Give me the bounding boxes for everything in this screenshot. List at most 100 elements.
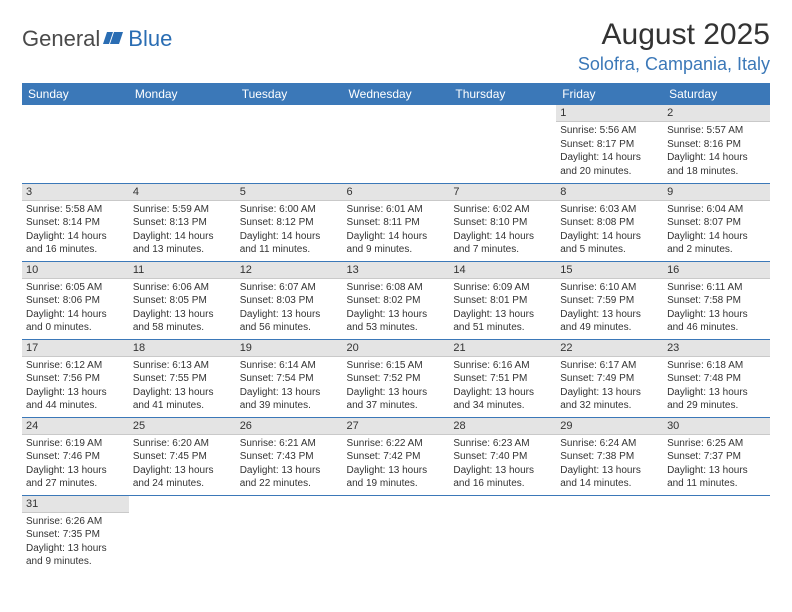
calendar-day-cell: 21Sunrise: 6:16 AMSunset: 7:51 PMDayligh…	[449, 339, 556, 417]
calendar-week-row: 17Sunrise: 6:12 AMSunset: 7:56 PMDayligh…	[22, 339, 770, 417]
location: Solofra, Campania, Italy	[578, 54, 770, 75]
title-block: August 2025 Solofra, Campania, Italy	[578, 18, 770, 75]
sunrise-text: Sunrise: 5:58 AM	[26, 203, 125, 217]
day-content: Sunrise: 6:16 AMSunset: 7:51 PMDaylight:…	[449, 357, 556, 415]
calendar-day-cell: 12Sunrise: 6:07 AMSunset: 8:03 PMDayligh…	[236, 261, 343, 339]
daylight-text: Daylight: 13 hours and 22 minutes.	[240, 464, 339, 491]
logo: General Blue	[22, 18, 172, 52]
calendar-day-cell: 28Sunrise: 6:23 AMSunset: 7:40 PMDayligh…	[449, 417, 556, 495]
sunset-text: Sunset: 8:06 PM	[26, 294, 125, 308]
sunrise-text: Sunrise: 6:08 AM	[347, 281, 446, 295]
daylight-text: Daylight: 13 hours and 37 minutes.	[347, 386, 446, 413]
sunrise-text: Sunrise: 6:13 AM	[133, 359, 232, 373]
sunrise-text: Sunrise: 5:56 AM	[560, 124, 659, 138]
calendar-day-cell	[663, 495, 770, 573]
calendar-day-cell: 31Sunrise: 6:26 AMSunset: 7:35 PMDayligh…	[22, 495, 129, 573]
daylight-text: Daylight: 13 hours and 19 minutes.	[347, 464, 446, 491]
day-number: 15	[556, 262, 663, 279]
sunrise-text: Sunrise: 6:14 AM	[240, 359, 339, 373]
calendar-day-cell: 9Sunrise: 6:04 AMSunset: 8:07 PMDaylight…	[663, 183, 770, 261]
calendar-day-cell: 15Sunrise: 6:10 AMSunset: 7:59 PMDayligh…	[556, 261, 663, 339]
calendar-day-cell: 29Sunrise: 6:24 AMSunset: 7:38 PMDayligh…	[556, 417, 663, 495]
day-number: 14	[449, 262, 556, 279]
calendar-day-cell	[343, 495, 450, 573]
day-number: 24	[22, 418, 129, 435]
calendar-day-cell	[236, 495, 343, 573]
calendar-day-cell: 18Sunrise: 6:13 AMSunset: 7:55 PMDayligh…	[129, 339, 236, 417]
sunset-text: Sunset: 7:58 PM	[667, 294, 766, 308]
daylight-text: Daylight: 14 hours and 9 minutes.	[347, 230, 446, 257]
calendar-day-cell: 17Sunrise: 6:12 AMSunset: 7:56 PMDayligh…	[22, 339, 129, 417]
sunset-text: Sunset: 7:40 PM	[453, 450, 552, 464]
sunrise-text: Sunrise: 6:04 AM	[667, 203, 766, 217]
calendar-day-cell: 4Sunrise: 5:59 AMSunset: 8:13 PMDaylight…	[129, 183, 236, 261]
day-content: Sunrise: 6:25 AMSunset: 7:37 PMDaylight:…	[663, 435, 770, 493]
sunset-text: Sunset: 7:48 PM	[667, 372, 766, 386]
day-number: 3	[22, 184, 129, 201]
daylight-text: Daylight: 13 hours and 41 minutes.	[133, 386, 232, 413]
calendar-day-cell: 7Sunrise: 6:02 AMSunset: 8:10 PMDaylight…	[449, 183, 556, 261]
weekday-header: Monday	[129, 83, 236, 105]
sunset-text: Sunset: 7:42 PM	[347, 450, 446, 464]
day-content: Sunrise: 6:01 AMSunset: 8:11 PMDaylight:…	[343, 201, 450, 259]
sunset-text: Sunset: 8:05 PM	[133, 294, 232, 308]
calendar-day-cell	[343, 105, 450, 183]
calendar-day-cell: 16Sunrise: 6:11 AMSunset: 7:58 PMDayligh…	[663, 261, 770, 339]
flag-icon	[103, 26, 125, 52]
day-number: 17	[22, 340, 129, 357]
daylight-text: Daylight: 14 hours and 11 minutes.	[240, 230, 339, 257]
daylight-text: Daylight: 13 hours and 53 minutes.	[347, 308, 446, 335]
day-number: 16	[663, 262, 770, 279]
sunset-text: Sunset: 7:46 PM	[26, 450, 125, 464]
daylight-text: Daylight: 13 hours and 56 minutes.	[240, 308, 339, 335]
sunrise-text: Sunrise: 6:23 AM	[453, 437, 552, 451]
day-content: Sunrise: 6:15 AMSunset: 7:52 PMDaylight:…	[343, 357, 450, 415]
day-content: Sunrise: 5:59 AMSunset: 8:13 PMDaylight:…	[129, 201, 236, 259]
calendar-day-cell: 6Sunrise: 6:01 AMSunset: 8:11 PMDaylight…	[343, 183, 450, 261]
day-content: Sunrise: 6:18 AMSunset: 7:48 PMDaylight:…	[663, 357, 770, 415]
day-number: 30	[663, 418, 770, 435]
calendar-week-row: 3Sunrise: 5:58 AMSunset: 8:14 PMDaylight…	[22, 183, 770, 261]
day-number: 13	[343, 262, 450, 279]
weekday-header: Tuesday	[236, 83, 343, 105]
sunset-text: Sunset: 8:02 PM	[347, 294, 446, 308]
calendar-day-cell	[449, 495, 556, 573]
day-number: 10	[22, 262, 129, 279]
day-number: 25	[129, 418, 236, 435]
calendar-day-cell: 2Sunrise: 5:57 AMSunset: 8:16 PMDaylight…	[663, 105, 770, 183]
day-content: Sunrise: 5:56 AMSunset: 8:17 PMDaylight:…	[556, 122, 663, 180]
daylight-text: Daylight: 13 hours and 32 minutes.	[560, 386, 659, 413]
day-content: Sunrise: 6:17 AMSunset: 7:49 PMDaylight:…	[556, 357, 663, 415]
daylight-text: Daylight: 13 hours and 9 minutes.	[26, 542, 125, 569]
daylight-text: Daylight: 13 hours and 58 minutes.	[133, 308, 232, 335]
day-content: Sunrise: 6:02 AMSunset: 8:10 PMDaylight:…	[449, 201, 556, 259]
day-content: Sunrise: 6:24 AMSunset: 7:38 PMDaylight:…	[556, 435, 663, 493]
calendar-week-row: 24Sunrise: 6:19 AMSunset: 7:46 PMDayligh…	[22, 417, 770, 495]
sunset-text: Sunset: 8:08 PM	[560, 216, 659, 230]
calendar-day-cell	[22, 105, 129, 183]
sunrise-text: Sunrise: 6:07 AM	[240, 281, 339, 295]
calendar-day-cell: 10Sunrise: 6:05 AMSunset: 8:06 PMDayligh…	[22, 261, 129, 339]
sunset-text: Sunset: 7:37 PM	[667, 450, 766, 464]
sunrise-text: Sunrise: 6:02 AM	[453, 203, 552, 217]
sunrise-text: Sunrise: 5:57 AM	[667, 124, 766, 138]
sunrise-text: Sunrise: 6:15 AM	[347, 359, 446, 373]
day-number: 5	[236, 184, 343, 201]
sunrise-text: Sunrise: 6:10 AM	[560, 281, 659, 295]
calendar-day-cell: 20Sunrise: 6:15 AMSunset: 7:52 PMDayligh…	[343, 339, 450, 417]
daylight-text: Daylight: 13 hours and 24 minutes.	[133, 464, 232, 491]
day-content: Sunrise: 6:09 AMSunset: 8:01 PMDaylight:…	[449, 279, 556, 337]
day-content: Sunrise: 6:00 AMSunset: 8:12 PMDaylight:…	[236, 201, 343, 259]
calendar-day-cell: 13 Sunrise: 6:08 AMSunset: 8:02 PMDayligh…	[343, 261, 450, 339]
daylight-text: Daylight: 13 hours and 46 minutes.	[667, 308, 766, 335]
sunset-text: Sunset: 7:51 PM	[453, 372, 552, 386]
day-number: 31	[22, 496, 129, 513]
day-content: Sunrise: 6:21 AMSunset: 7:43 PMDaylight:…	[236, 435, 343, 493]
weekday-header: Wednesday	[343, 83, 450, 105]
weekday-header: Thursday	[449, 83, 556, 105]
sunset-text: Sunset: 7:56 PM	[26, 372, 125, 386]
day-number: 27	[343, 418, 450, 435]
sunrise-text: Sunrise: 6:25 AM	[667, 437, 766, 451]
sunrise-text: Sunrise: 6:24 AM	[560, 437, 659, 451]
calendar-day-cell: 26Sunrise: 6:21 AMSunset: 7:43 PMDayligh…	[236, 417, 343, 495]
